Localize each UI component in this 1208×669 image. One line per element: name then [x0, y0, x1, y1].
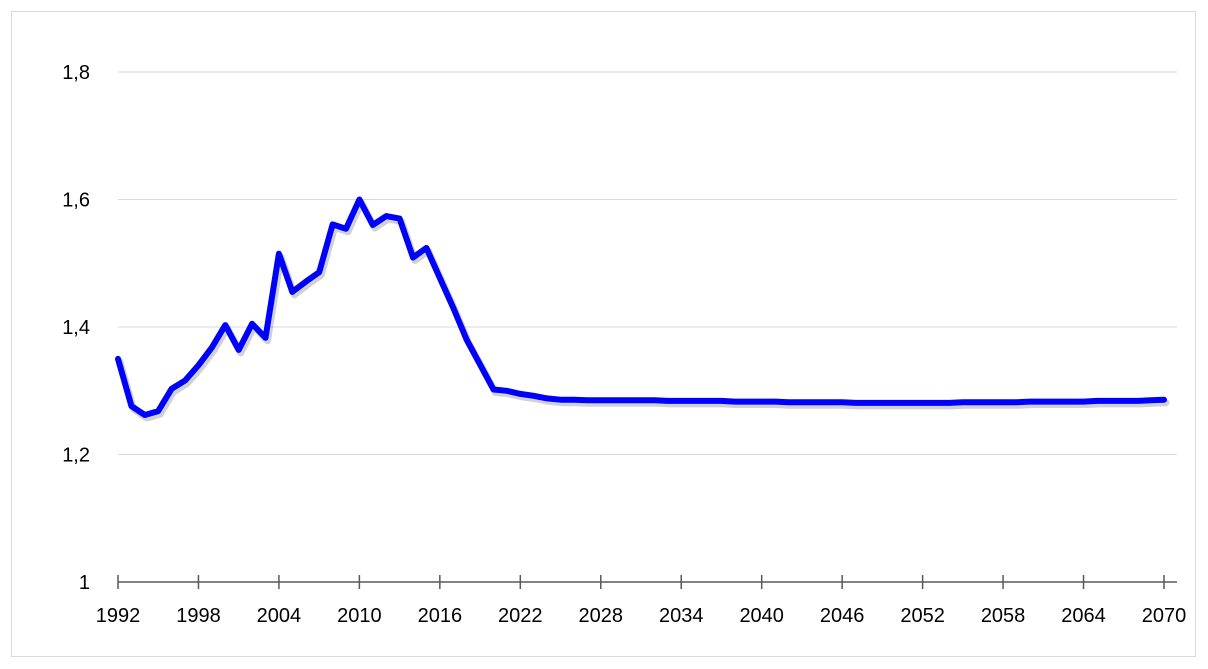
y-tick-label: 1,6	[62, 190, 90, 212]
y-tick-label: 1,4	[62, 317, 90, 339]
x-tick-label: 2010	[337, 605, 382, 627]
x-tick-labels: 1992 1998 2004 2010 2016 2022 2028 2034 2040 2046…	[96, 605, 1187, 627]
x-tick-label: 2022	[498, 605, 543, 627]
x-tick-label: 2052	[900, 605, 945, 627]
x-tick-label: 2040	[739, 605, 784, 627]
x-tick-label: 2046	[820, 605, 865, 627]
x-tick-label: 2004	[257, 605, 302, 627]
y-tick-labels: 1 1,2 1,4 1,6 1,8	[62, 62, 90, 594]
x-tick-label: 1998	[176, 605, 221, 627]
x-tick-label: 2034	[659, 605, 704, 627]
gridlines	[118, 71, 1177, 455]
series-layer	[115, 196, 1170, 422]
x-tick-label: 2028	[579, 605, 624, 627]
series-line-shadow	[116, 199, 1170, 422]
x-tick-label: 1992	[96, 605, 141, 627]
y-tick-label: 1	[79, 572, 90, 594]
x-tick-label: 2058	[981, 605, 1026, 627]
x-tick-label: 2070	[1142, 605, 1187, 627]
x-tick-label: 2064	[1061, 605, 1106, 627]
chart-frame	[11, 11, 1196, 657]
x-tick-label: 2016	[418, 605, 463, 627]
y-tick-label: 1,2	[62, 445, 90, 467]
x-axis	[117, 575, 1177, 589]
series-line	[115, 196, 1167, 418]
y-tick-label: 1,8	[62, 62, 90, 84]
